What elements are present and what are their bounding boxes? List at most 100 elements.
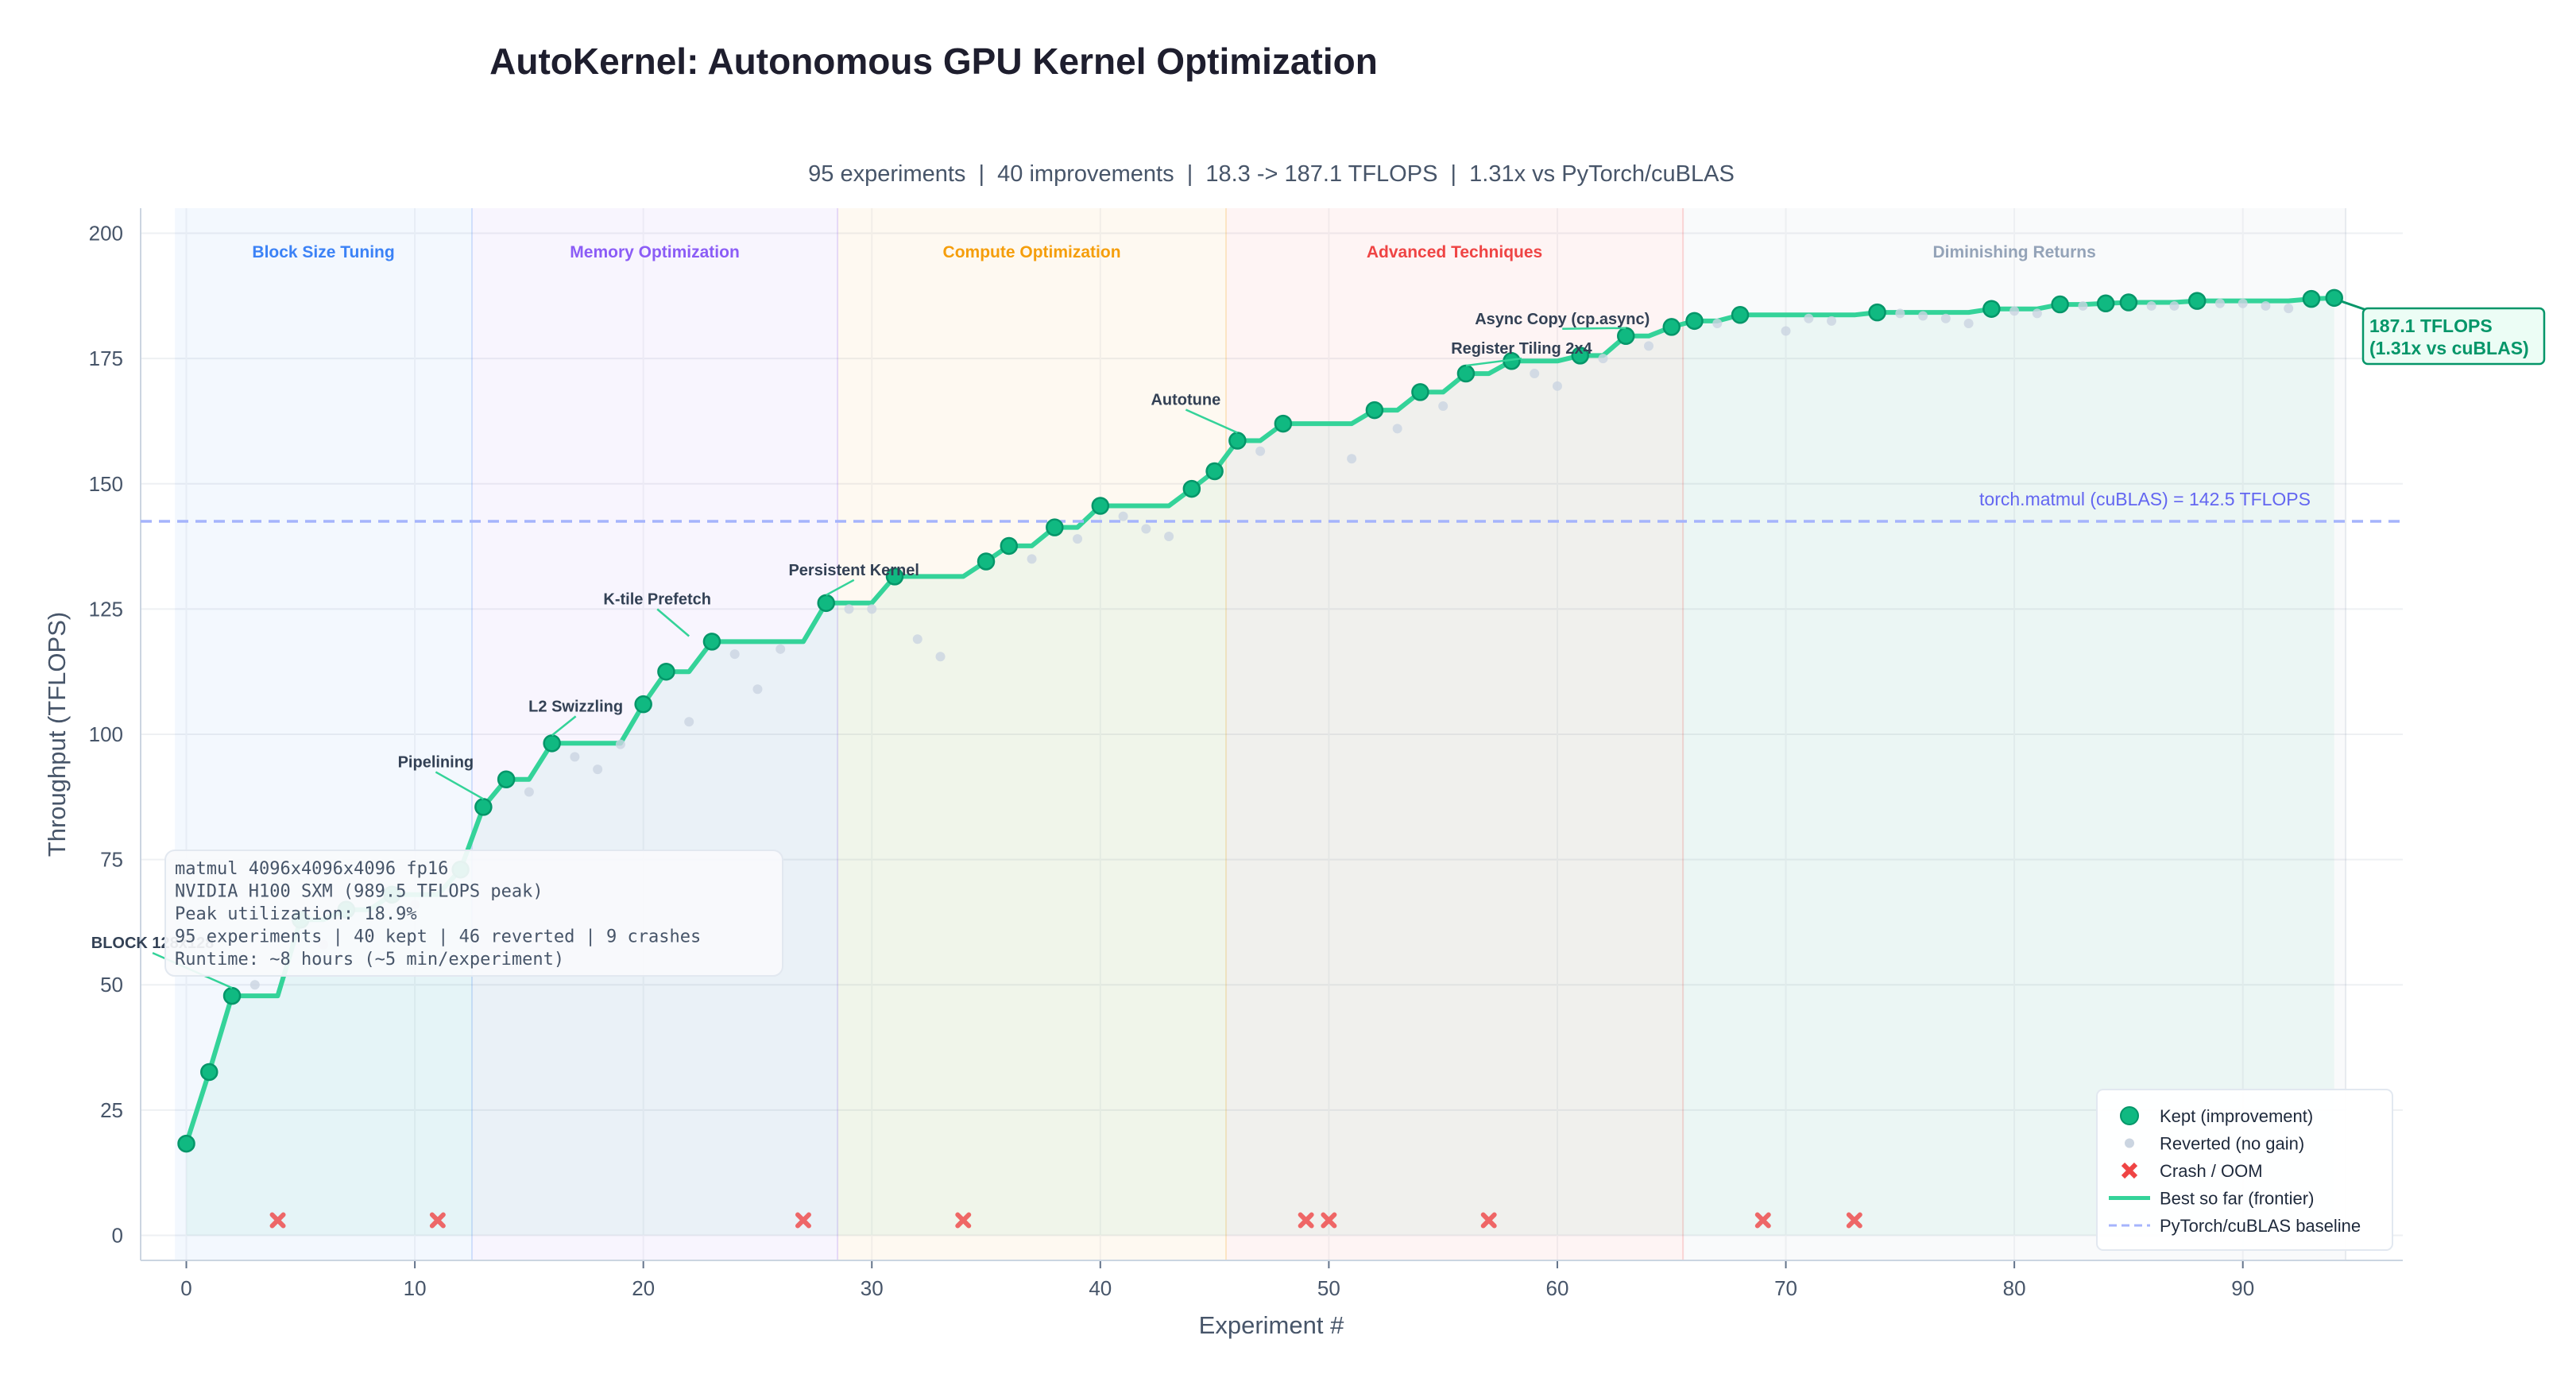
info-box-line: 95 experiments | 40 kept | 46 reverted |…	[175, 927, 701, 947]
kept-point	[1091, 497, 1110, 515]
reverted-point	[1918, 311, 1928, 321]
reverted-point	[1598, 354, 1608, 364]
reverted-point	[2146, 300, 2156, 311]
phase-label: Memory Optimization	[570, 243, 740, 261]
kept-point	[200, 1063, 219, 1082]
info-box-line: matmul 4096x4096x4096 fp16	[175, 859, 448, 879]
frontier-line	[184, 295, 2334, 1145]
crash-marker	[429, 1212, 446, 1229]
final-label-text: 187.1 TFLOPS	[2369, 315, 2493, 336]
reverted-point	[1712, 319, 1723, 329]
x-axis-label: Experiment #	[1199, 1311, 1344, 1339]
reverted-point	[593, 764, 603, 775]
reverted-point	[524, 787, 534, 797]
phase-label: Advanced Techniques	[1367, 243, 1542, 261]
info-box	[164, 850, 783, 977]
reverted-point	[1895, 308, 1905, 319]
annotation-arrow	[826, 579, 855, 596]
kept-point	[497, 770, 516, 788]
reverted-point	[1804, 313, 1814, 323]
reverted-point	[2214, 298, 2225, 308]
kept-point	[1456, 364, 1476, 383]
kept-point	[2187, 292, 2207, 310]
y-tick-label: 150	[89, 472, 123, 496]
final-label-box	[2361, 307, 2546, 366]
kept-point	[1982, 300, 2001, 318]
reverted-point	[1530, 369, 1540, 379]
legend	[2096, 1089, 2393, 1251]
reverted-point	[1255, 446, 1266, 456]
reverted-point	[1027, 554, 1037, 564]
crash-marker	[269, 1212, 286, 1229]
kept-point	[1274, 414, 1293, 433]
reverted-point	[1781, 326, 1791, 336]
crash-marker	[1754, 1212, 1771, 1229]
annotation-label: Register Tiling 2x4	[1451, 340, 1592, 358]
reverted-point	[1118, 511, 1128, 521]
reverted-point	[615, 739, 625, 749]
y-tick-label: 100	[89, 722, 123, 746]
legend-label: PyTorch/cuBLAS baseline	[2160, 1216, 2361, 1236]
reverted-point	[1940, 313, 1951, 323]
reverted-point	[1392, 424, 1402, 434]
info-box-line: NVIDIA H100 SXM (989.5 TFLOPS peak)	[175, 882, 543, 902]
reverted-point	[729, 649, 740, 660]
legend-label: Crash / OOM	[2160, 1161, 2263, 1181]
y-tick-label: 25	[100, 1098, 123, 1122]
kept-point	[702, 633, 721, 651]
annotation-arrow	[1465, 357, 1522, 367]
reverted-point	[1827, 315, 1837, 326]
crash-marker	[1298, 1212, 1314, 1229]
info-box-line: Runtime: ~8 hours (~5 min/experiment)	[175, 950, 564, 970]
chart-title: AutoKernel: Autonomous GPU Kernel Optimi…	[489, 41, 1378, 82]
y-tick-label: 175	[89, 346, 123, 370]
legend-marker-crash	[2121, 1162, 2138, 1179]
kept-point	[1685, 312, 1704, 331]
annotation-arrow	[435, 771, 484, 800]
x-tick-label: 40	[1089, 1276, 1112, 1300]
y-axis-label: Throughput (TFLOPS)	[43, 612, 71, 857]
phase-band	[175, 208, 472, 1260]
kept-point	[2302, 289, 2321, 308]
kept-point	[177, 1134, 195, 1153]
x-tick-label: 60	[1546, 1276, 1569, 1300]
kept-point	[543, 734, 561, 753]
annotation-label: Persistent Kernel	[788, 562, 919, 579]
reverted-point	[1164, 531, 1174, 541]
kept-point	[2096, 294, 2115, 313]
reverted-point	[867, 604, 877, 614]
kept-point	[474, 798, 493, 816]
legend-label: Reverted (no gain)	[2160, 1134, 2304, 1154]
kept-point	[1616, 327, 1635, 346]
annotation-label: Autotune	[1151, 392, 1220, 409]
y-tick-label: 125	[89, 597, 123, 621]
annotation-label: Pipelining	[398, 753, 474, 771]
kept-point	[977, 552, 996, 571]
crash-marker	[1321, 1212, 1337, 1229]
reverted-point	[752, 684, 763, 695]
x-tick-label: 30	[861, 1276, 884, 1300]
annotation-label: K-tile Prefetch	[603, 591, 711, 609]
phase-label: Diminishing Returns	[1932, 243, 2095, 261]
kept-point	[1228, 432, 1247, 450]
kept-point	[2119, 293, 2138, 312]
baseline-label: torch.matmul (cuBLAS) = 142.5 TFLOPS	[1979, 489, 2311, 509]
kept-point	[1662, 318, 1681, 336]
reverted-point	[2009, 306, 2020, 316]
annotation-arrow	[656, 608, 690, 637]
phase-band	[471, 208, 838, 1260]
annotation-arrow	[1562, 327, 1626, 331]
y-tick-label: 75	[100, 848, 123, 872]
kept-point	[1731, 306, 1750, 324]
legend-marker-kept	[2120, 1106, 2139, 1125]
y-tick-label: 50	[100, 973, 123, 997]
x-tick-label: 10	[404, 1276, 427, 1300]
kept-point	[1046, 518, 1064, 536]
reverted-point	[249, 980, 260, 990]
reverted-point	[1141, 524, 1151, 534]
kept-point	[885, 567, 904, 586]
y-tick-label: 0	[112, 1223, 123, 1247]
kept-point	[1000, 536, 1019, 555]
kept-point	[657, 662, 675, 681]
